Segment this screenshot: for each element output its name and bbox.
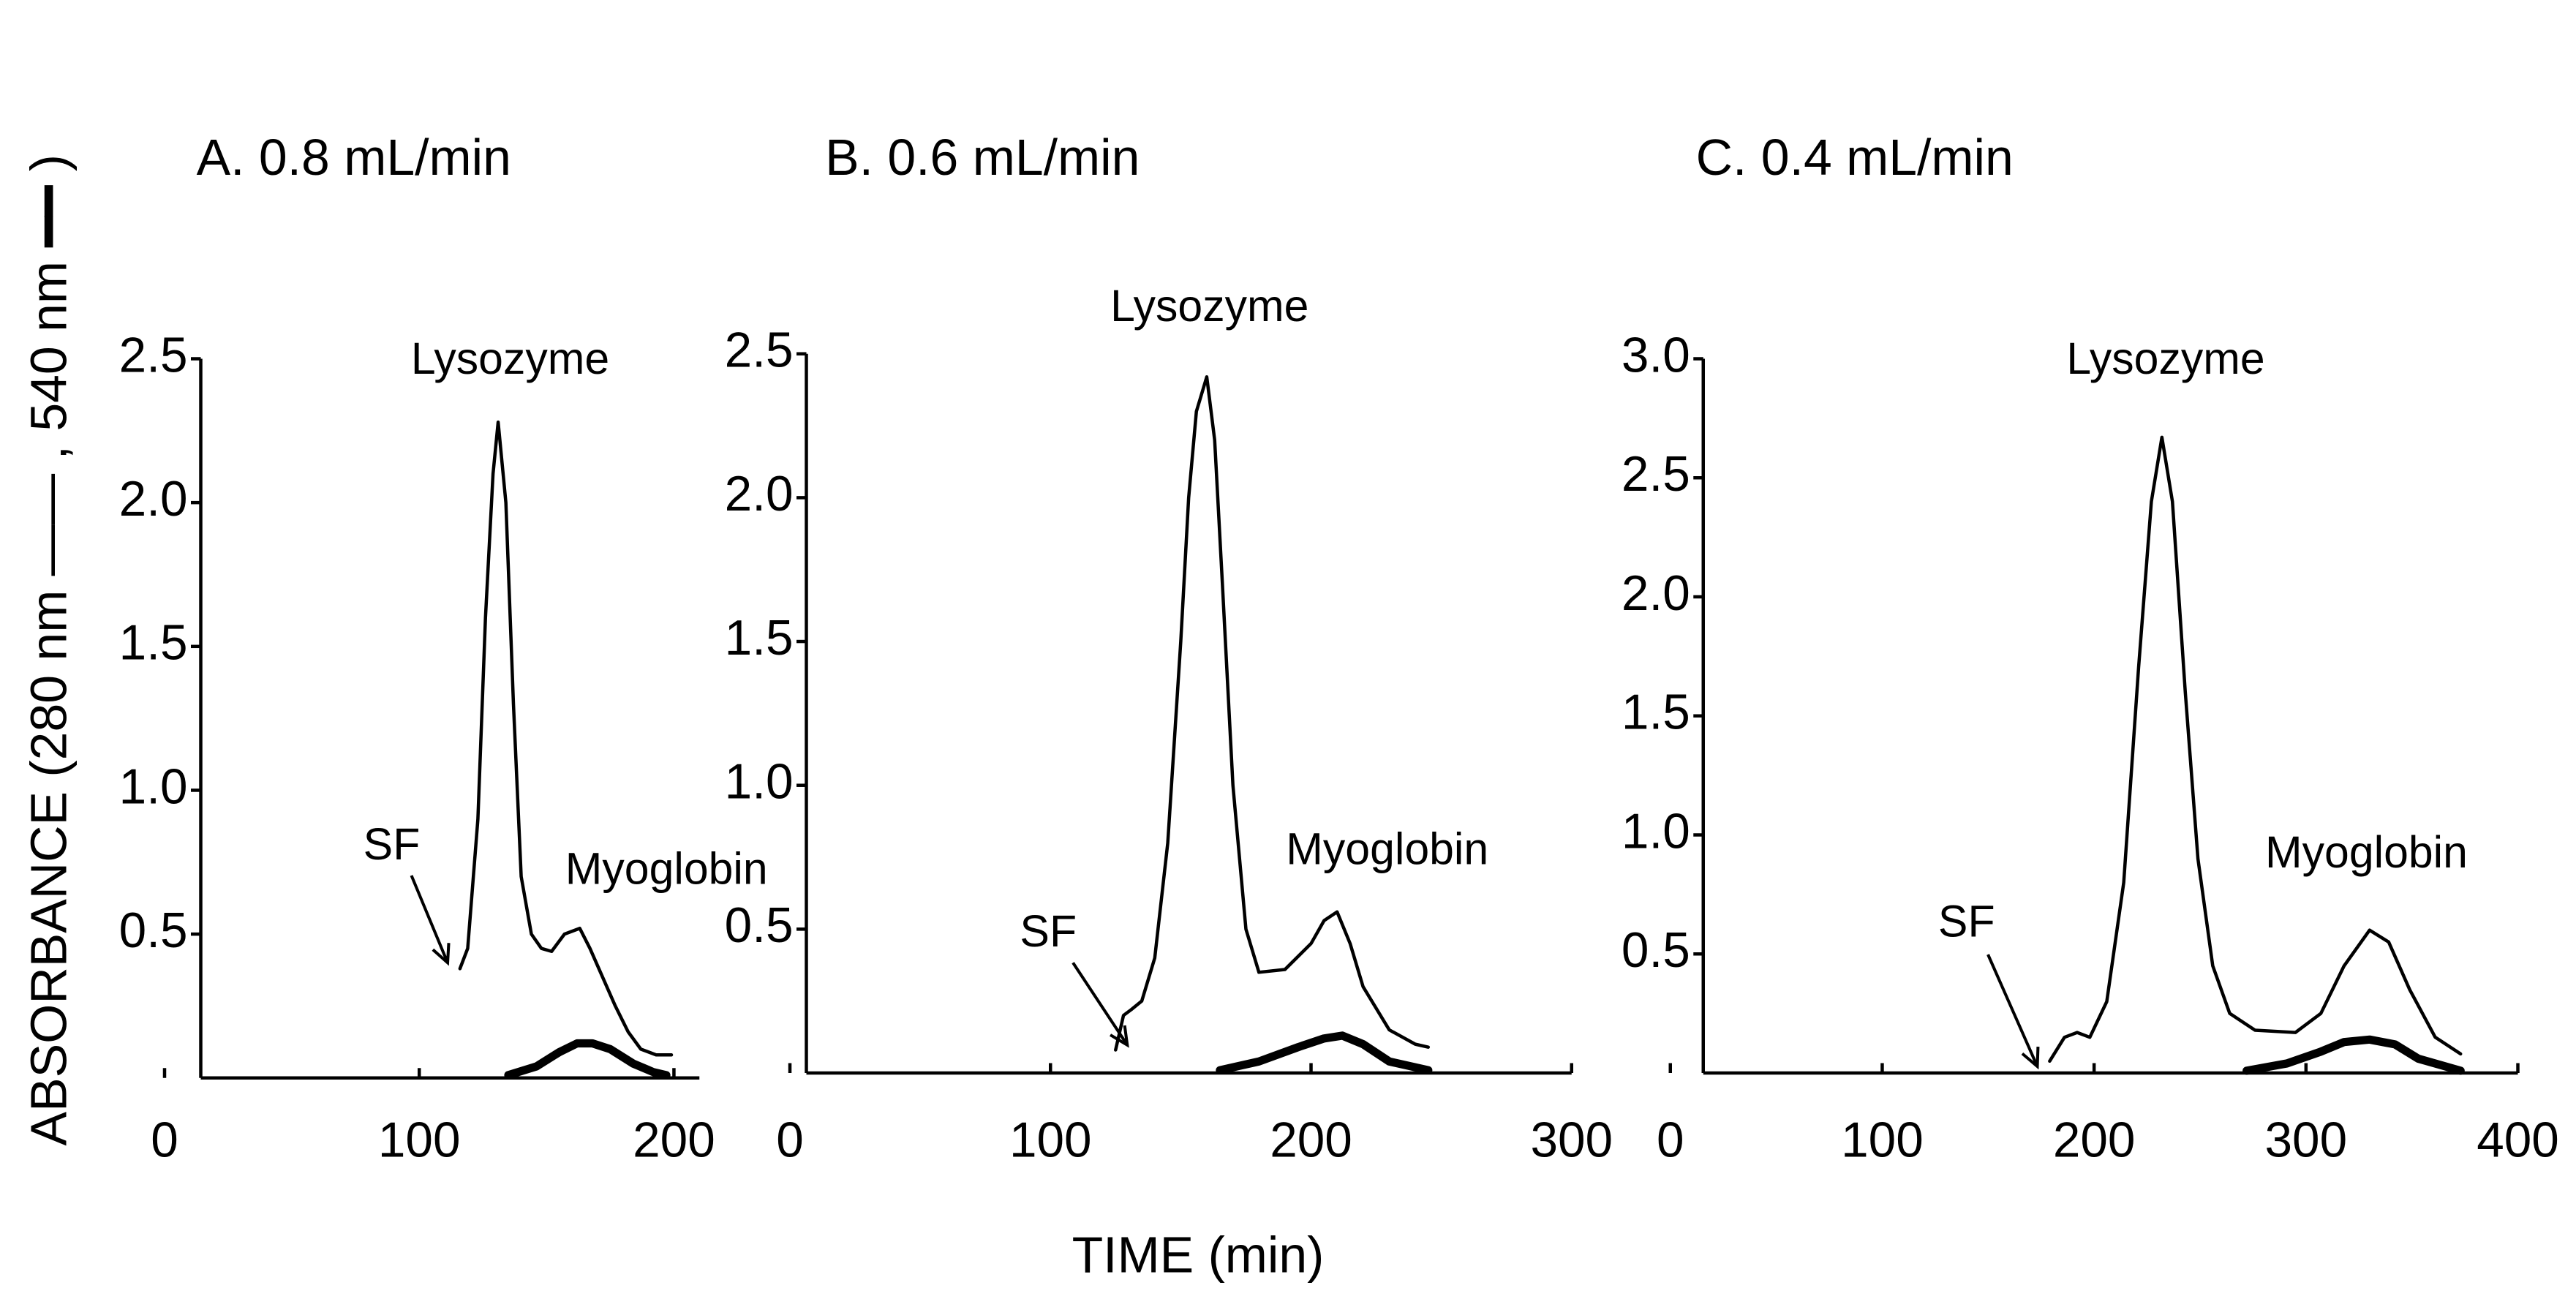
y-tick-label: 2.0 [725, 467, 794, 522]
y-tick-label: 1.0 [725, 755, 794, 810]
annotation: Myoglobin [1286, 824, 1488, 874]
annotation: Myoglobin [565, 844, 768, 894]
y-tick-label: 1.5 [725, 611, 794, 666]
y-tick-label: 2.0 [119, 472, 188, 527]
arrow-shaft [1986, 954, 2039, 1067]
series-line [504, 1039, 671, 1080]
x-tick-label: 400 [2477, 1113, 2559, 1168]
annotation: SF [1020, 906, 1077, 956]
arrow-head [2021, 1046, 2040, 1070]
panel-title: A. 0.8 mL/min [197, 129, 511, 186]
x-tick-label: 0 [151, 1113, 178, 1168]
y-tick-label: 2.5 [725, 323, 794, 378]
series-line [2048, 435, 2463, 1063]
y-tick-label: 0.5 [119, 903, 188, 958]
y-tick-label: 3.0 [1622, 328, 1690, 383]
y-tick-label: 1.0 [1622, 804, 1690, 859]
x-tick-label: 200 [1270, 1113, 1352, 1168]
y-tick-label: 0.5 [725, 898, 794, 953]
x-tick-label: 100 [1841, 1113, 1924, 1168]
x-tick-label: 100 [1009, 1113, 1092, 1168]
panel-title: C. 0.4 mL/min [1696, 129, 2014, 186]
series-line [1114, 375, 1431, 1052]
y-tick-label: 2.5 [119, 328, 188, 383]
series-line [458, 420, 674, 1057]
series-line [1216, 1031, 1433, 1074]
y-tick-label: 0.5 [1622, 923, 1690, 978]
y-tick-label: 1.5 [119, 616, 188, 671]
y-tick-label: 1.5 [1622, 685, 1690, 740]
y-tick-label: 2.0 [1622, 566, 1690, 621]
annotation: SF [1938, 897, 1995, 946]
annotation: Lysozyme [1110, 281, 1308, 331]
annotation: Lysozyme [411, 334, 609, 383]
y-axis-label: ABSORBANCE (280 nm —— , 540 nm ━━ ) [20, 154, 77, 1145]
x-tick-label: 300 [1530, 1113, 1613, 1168]
arrow-head [1110, 1025, 1129, 1048]
arrow-shaft [410, 875, 449, 964]
x-tick-label: 200 [633, 1113, 715, 1168]
x-tick-label: 300 [2265, 1113, 2348, 1168]
x-tick-label: 0 [776, 1113, 804, 1168]
annotation: Lysozyme [2066, 334, 2264, 383]
arrow-head [432, 943, 451, 966]
x-tick-label: 0 [1657, 1113, 1684, 1168]
y-tick-label: 2.5 [1622, 447, 1690, 502]
series-line [2242, 1035, 2465, 1075]
y-tick-label: 1.0 [119, 759, 188, 814]
arrow-shaft [1072, 962, 1129, 1046]
x-axis-label: TIME (min) [1072, 1227, 1325, 1284]
x-tick-label: 100 [378, 1113, 461, 1168]
panel-title: B. 0.6 mL/min [825, 129, 1140, 186]
x-tick-label: 200 [2053, 1113, 2136, 1168]
annotation: Myoglobin [2265, 827, 2468, 877]
annotation: SF [364, 819, 421, 869]
